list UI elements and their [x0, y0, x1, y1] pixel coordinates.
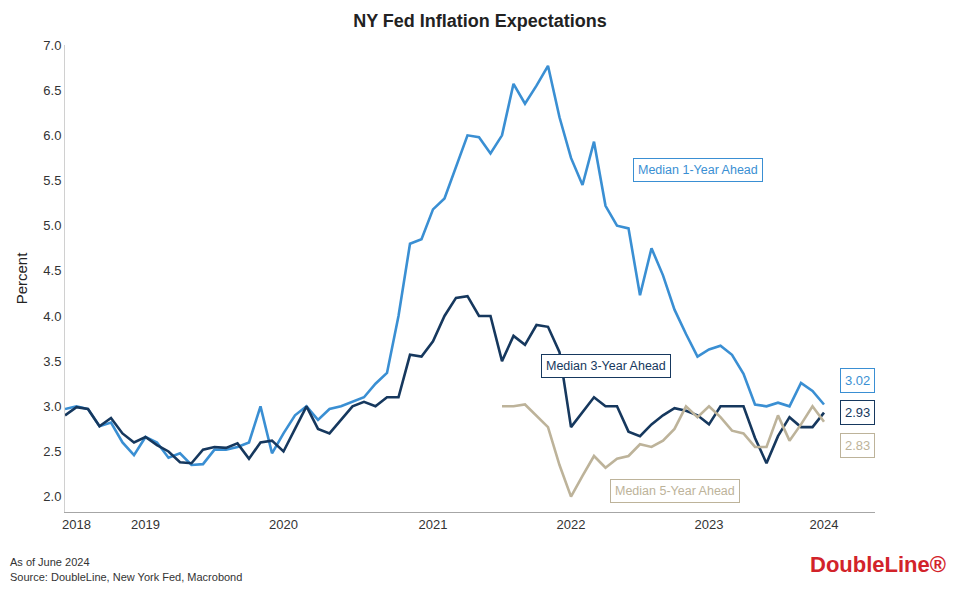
svg-text:Percent: Percent [13, 252, 30, 305]
svg-text:3.02: 3.02 [845, 373, 870, 388]
svg-text:3.5: 3.5 [43, 354, 61, 369]
svg-text:2021: 2021 [419, 517, 448, 532]
svg-text:2.5: 2.5 [43, 444, 61, 459]
svg-text:5.0: 5.0 [43, 218, 61, 233]
svg-text:2024: 2024 [810, 517, 839, 532]
svg-text:6.5: 6.5 [43, 83, 61, 98]
svg-text:2.83: 2.83 [845, 438, 870, 453]
html-text:DoubleLine®: DoubleLine® [810, 552, 946, 577]
svg-text:6.0: 6.0 [43, 128, 61, 143]
svg-text:2.0: 2.0 [43, 489, 61, 504]
svg-text:2018: 2018 [62, 517, 91, 532]
svg-text:Median 5-Year Ahead: Median 5-Year Ahead [615, 484, 735, 498]
svg-text:2.93: 2.93 [845, 405, 870, 420]
svg-text:2023: 2023 [695, 517, 724, 532]
svg-text:2022: 2022 [557, 517, 586, 532]
svg-text:2019: 2019 [131, 517, 160, 532]
svg-text:4.0: 4.0 [43, 309, 61, 324]
svg-text:3.0: 3.0 [43, 399, 61, 414]
svg-text:NY Fed Inflation Expectations: NY Fed Inflation Expectations [353, 11, 607, 31]
svg-text:Median 3-Year Ahead: Median 3-Year Ahead [546, 359, 666, 373]
html-text:Source: DoubleLine, New York F: Source: DoubleLine, New York Fed, Macrob… [10, 571, 243, 583]
svg-text:Median 1-Year Ahead: Median 1-Year Ahead [638, 163, 758, 177]
svg-text:7.0: 7.0 [43, 38, 61, 53]
html-text:As of June 2024: As of June 2024 [10, 556, 90, 568]
svg-text:2020: 2020 [269, 517, 298, 532]
svg-text:5.5: 5.5 [43, 173, 61, 188]
svg-text:4.5: 4.5 [43, 263, 61, 278]
